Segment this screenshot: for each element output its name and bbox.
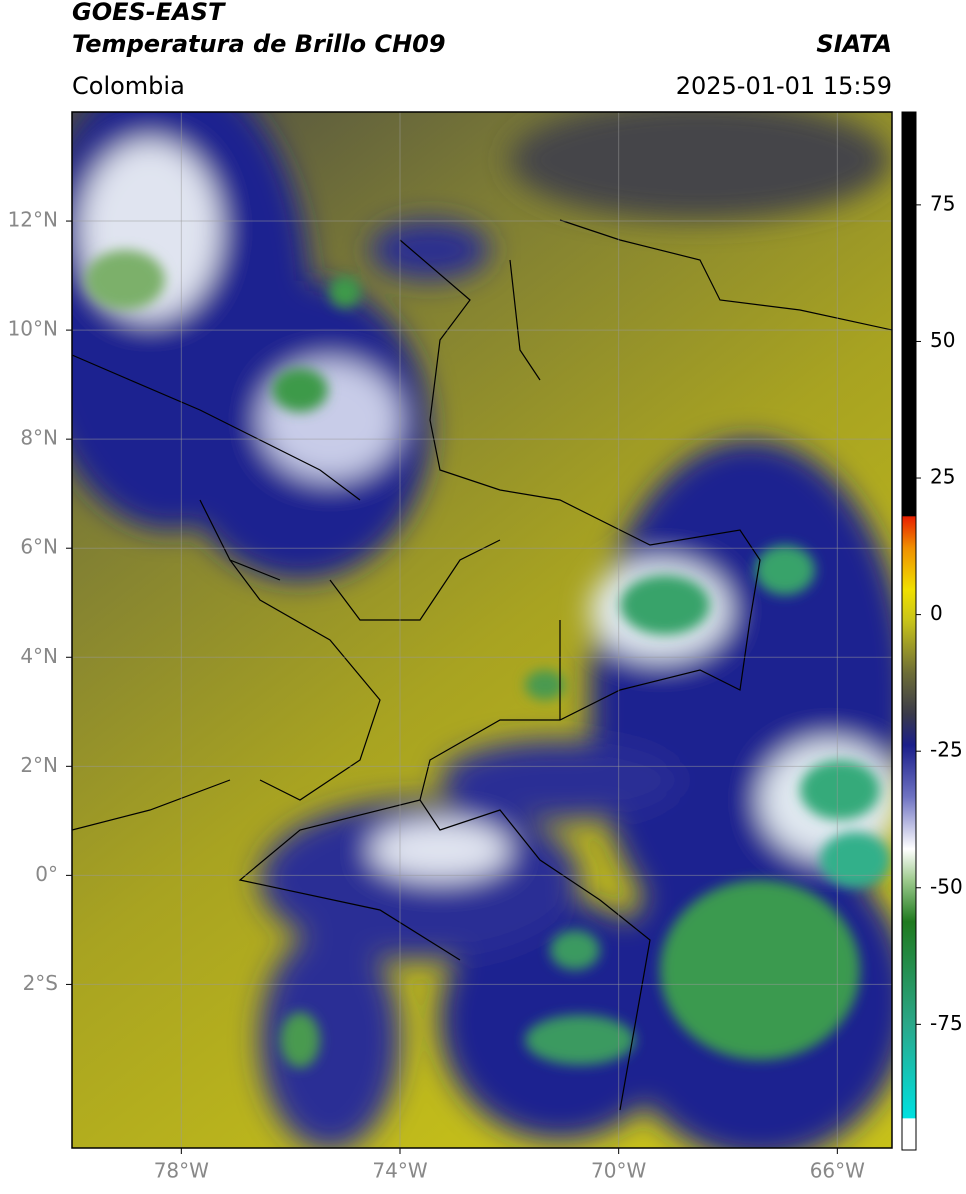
satellite-image [72, 112, 892, 1148]
source: SIATA [816, 30, 892, 58]
map-frame [71, 111, 893, 1149]
x-tick-label: 66°W [810, 1159, 865, 1183]
colorbar-tick-label: 0 [930, 601, 943, 625]
x-tick-label: 70°W [591, 1159, 646, 1183]
y-tick-label: 8°N [20, 426, 58, 450]
colorbar-tick-label: -75 [930, 1011, 963, 1035]
y-tick-label: 4°N [20, 644, 58, 668]
y-tick-label: 2°N [20, 753, 58, 777]
colorbar-tick-label: -50 [930, 874, 963, 898]
x-tick-label: 78°W [154, 1159, 209, 1183]
datetime: 2025-01-01 15:59 [676, 72, 892, 100]
colorbar-tick-label: 75 [930, 191, 955, 215]
y-tick-label: 10°N [8, 317, 58, 341]
y-tick-label: 12°N [8, 208, 58, 232]
colorbar-tick-label: 50 [930, 328, 955, 352]
x-tick-label: 74°W [372, 1159, 427, 1183]
title: GOES-EAST [72, 0, 226, 26]
colorbar-tick-label: 25 [930, 465, 955, 489]
colorbar [901, 111, 917, 1151]
colorbar-tick-label: -25 [930, 738, 963, 762]
grid [72, 112, 892, 1148]
region: Colombia [72, 72, 185, 100]
subtitle: Temperatura de Brillo CH09 [72, 30, 446, 58]
y-tick-label: 6°N [20, 535, 58, 559]
y-tick-label: 2°S [23, 971, 58, 995]
y-tick-label: 0° [35, 862, 58, 886]
borders [72, 219, 892, 1111]
